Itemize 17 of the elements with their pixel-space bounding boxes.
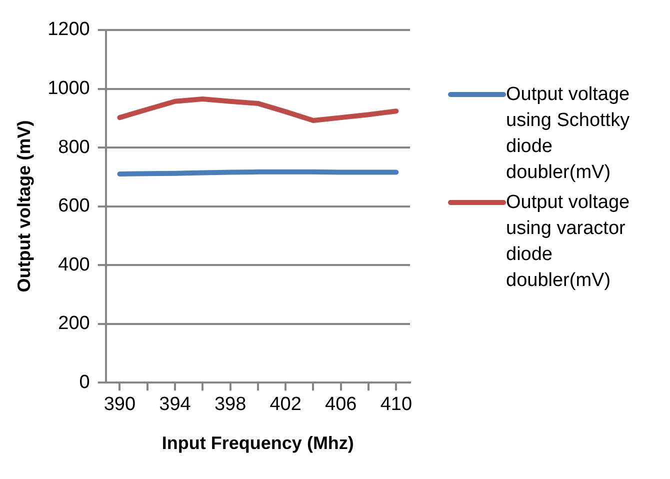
y-tick-label: 1200 [48,19,90,40]
x-tick-label: 394 [159,394,192,416]
legend-label: Output voltage using varactor diode doubler(mV) [506,191,631,293]
y-axis-title: Output voltage (mV) [14,120,34,292]
x-axis-title: Input Frequency (Mhz) [162,433,354,454]
x-tick-label: 390 [104,394,136,416]
x-tick-label: 406 [325,394,357,416]
x-tick-label: 398 [214,394,246,416]
x-tick-label: 402 [270,394,302,416]
y-tick-label: 400 [58,254,90,276]
y-tick-label: 200 [58,313,90,334]
y-tick-label: 1000 [48,78,90,99]
y-tick-label: 600 [58,196,90,217]
x-tick-label: 410 [380,394,412,416]
y-tick-label: 0 [79,372,90,393]
legend-label: Output voltage using Schottky diode doubler(mV) [506,83,631,185]
y-tick-label: 800 [58,136,90,158]
